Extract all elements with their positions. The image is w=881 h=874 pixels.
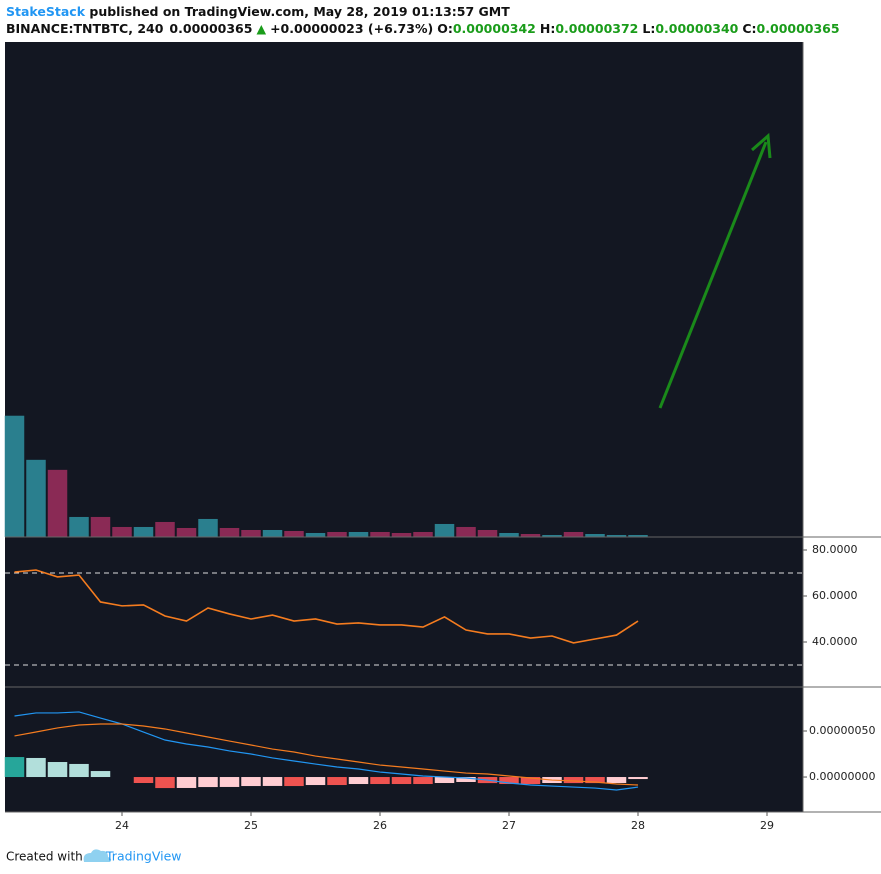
volume-bar xyxy=(305,532,326,537)
macd-histogram-bar xyxy=(219,777,240,787)
macd-histogram-bar xyxy=(155,777,175,789)
volume-bar xyxy=(4,415,25,537)
arrow-shaft xyxy=(658,141,768,409)
macd-histogram-bar xyxy=(348,777,369,785)
x-tick-label: 25 xyxy=(244,819,258,832)
volume-bar xyxy=(241,529,261,537)
y-tick-label: 0.00000050 xyxy=(809,724,875,737)
footer-brand[interactable]: TradingView xyxy=(105,849,182,864)
y-tick-label: 80.0000 xyxy=(812,543,858,556)
macd-histogram-bar xyxy=(262,777,283,786)
volume-bar xyxy=(520,533,541,537)
o-label: O: xyxy=(437,21,453,36)
volume-bar xyxy=(477,529,498,537)
volume-bar xyxy=(370,531,390,537)
macd-histogram-bar xyxy=(606,777,627,784)
symbol: BINANCE:TNTBTC, 240 xyxy=(6,21,164,36)
y-tick-label: 0.00000000 xyxy=(809,770,875,783)
arrow-head xyxy=(751,132,772,159)
volume-bar xyxy=(155,521,175,537)
arrow-annotation xyxy=(658,132,772,409)
volume-bar xyxy=(69,516,89,537)
macd-histogram-bar xyxy=(305,777,326,786)
macd-histogram-bar xyxy=(499,777,519,785)
volume-bar xyxy=(542,534,562,537)
symbol-line: BINANCE:TNTBTC, 240 0.00000365 ▲ +0.0000002… xyxy=(6,21,840,36)
macd-histogram-bar xyxy=(133,777,154,784)
macd-histogram-bar xyxy=(585,777,605,784)
author[interactable]: StakeStack xyxy=(6,4,86,19)
volume-bar xyxy=(198,518,218,537)
footer-created: Created with xyxy=(6,850,83,864)
macd-histogram-bar xyxy=(176,777,197,788)
volume-bar xyxy=(284,530,304,537)
volume-bar xyxy=(47,469,68,537)
volume-bar xyxy=(434,523,455,537)
o-value: 0.00000342 xyxy=(453,21,536,36)
change-arrow: ▲ xyxy=(256,21,266,36)
x-tick-label: 26 xyxy=(373,819,387,832)
volume-bar xyxy=(133,526,154,537)
macd-histogram-bar xyxy=(284,777,304,787)
volume-bar xyxy=(499,532,519,537)
macd-histogram-bar xyxy=(563,777,584,784)
volume-bar xyxy=(327,531,347,537)
x-tick-label: 28 xyxy=(631,819,645,832)
macd-histogram-bar xyxy=(327,777,347,786)
c-value: 0.00000365 xyxy=(757,21,840,36)
h-value: 0.00000372 xyxy=(555,21,638,36)
macd-histogram-bar xyxy=(456,777,476,782)
volume-bar xyxy=(563,531,584,537)
signal-line xyxy=(14,723,639,786)
macd-histogram-bar xyxy=(90,771,111,778)
volume-bar xyxy=(219,527,240,537)
volume-bar xyxy=(456,526,476,537)
publish-line: StakeStack published on TradingView.com,… xyxy=(6,4,510,19)
macd-histogram-bar xyxy=(47,762,68,778)
y-tick-label: 40.0000 xyxy=(812,635,858,648)
footer-logo xyxy=(83,849,112,862)
macd-histogram-bar xyxy=(26,757,46,778)
macd-histogram-bar xyxy=(391,777,412,785)
volume-bar xyxy=(413,531,433,537)
macd-histogram-bar xyxy=(628,777,648,780)
x-tick-label: 27 xyxy=(502,819,516,832)
x-tick-label: 24 xyxy=(115,819,129,832)
volume-bar xyxy=(90,516,111,537)
l-value: 0.00000340 xyxy=(655,21,738,36)
macd-line xyxy=(14,711,639,791)
volume-bar xyxy=(262,529,283,537)
volume-bar xyxy=(391,532,412,537)
last: 0.00000365 xyxy=(169,21,252,36)
l-label: L: xyxy=(642,21,655,36)
macd-histogram-bar xyxy=(520,777,541,785)
macd-histogram-bar xyxy=(413,777,433,785)
chart-background xyxy=(5,42,803,812)
volume-bar xyxy=(585,533,605,537)
volume-bar xyxy=(112,526,132,537)
x-tick-label: 29 xyxy=(760,819,774,832)
volume-bar xyxy=(26,459,46,537)
volume-bar xyxy=(348,531,369,537)
published: published on TradingView.com, May 28, 20… xyxy=(85,4,510,19)
macd-histogram-bar xyxy=(241,777,261,787)
change: +0.00000023 (+6.73%) xyxy=(270,21,433,36)
volume-bar xyxy=(176,527,197,537)
volume-bar xyxy=(628,534,648,537)
macd-histogram-bar xyxy=(198,777,218,788)
y-tick-label: 60.0000 xyxy=(812,589,858,602)
macd-histogram-bar xyxy=(434,777,455,784)
macd-histogram-bar xyxy=(370,777,390,785)
macd-histogram-bar xyxy=(69,763,89,778)
h-label: H: xyxy=(540,21,555,36)
c-label: C: xyxy=(742,21,756,36)
rsi-line xyxy=(14,569,639,644)
macd-histogram-bar xyxy=(4,757,25,778)
volume-bar xyxy=(606,534,627,537)
